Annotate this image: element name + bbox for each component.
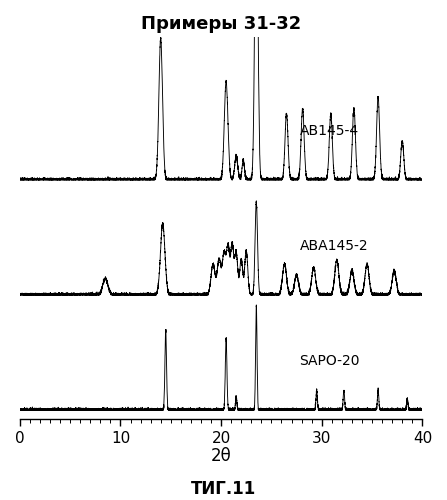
Text: ΤИГ.11: ΤИГ.11 bbox=[191, 480, 256, 498]
Text: AB145-4: AB145-4 bbox=[299, 124, 359, 138]
X-axis label: 2θ: 2θ bbox=[211, 447, 232, 465]
Title: Примеры 31-32: Примеры 31-32 bbox=[141, 15, 301, 33]
Text: SAPO-20: SAPO-20 bbox=[299, 354, 360, 368]
Text: ABA145-2: ABA145-2 bbox=[299, 240, 368, 254]
